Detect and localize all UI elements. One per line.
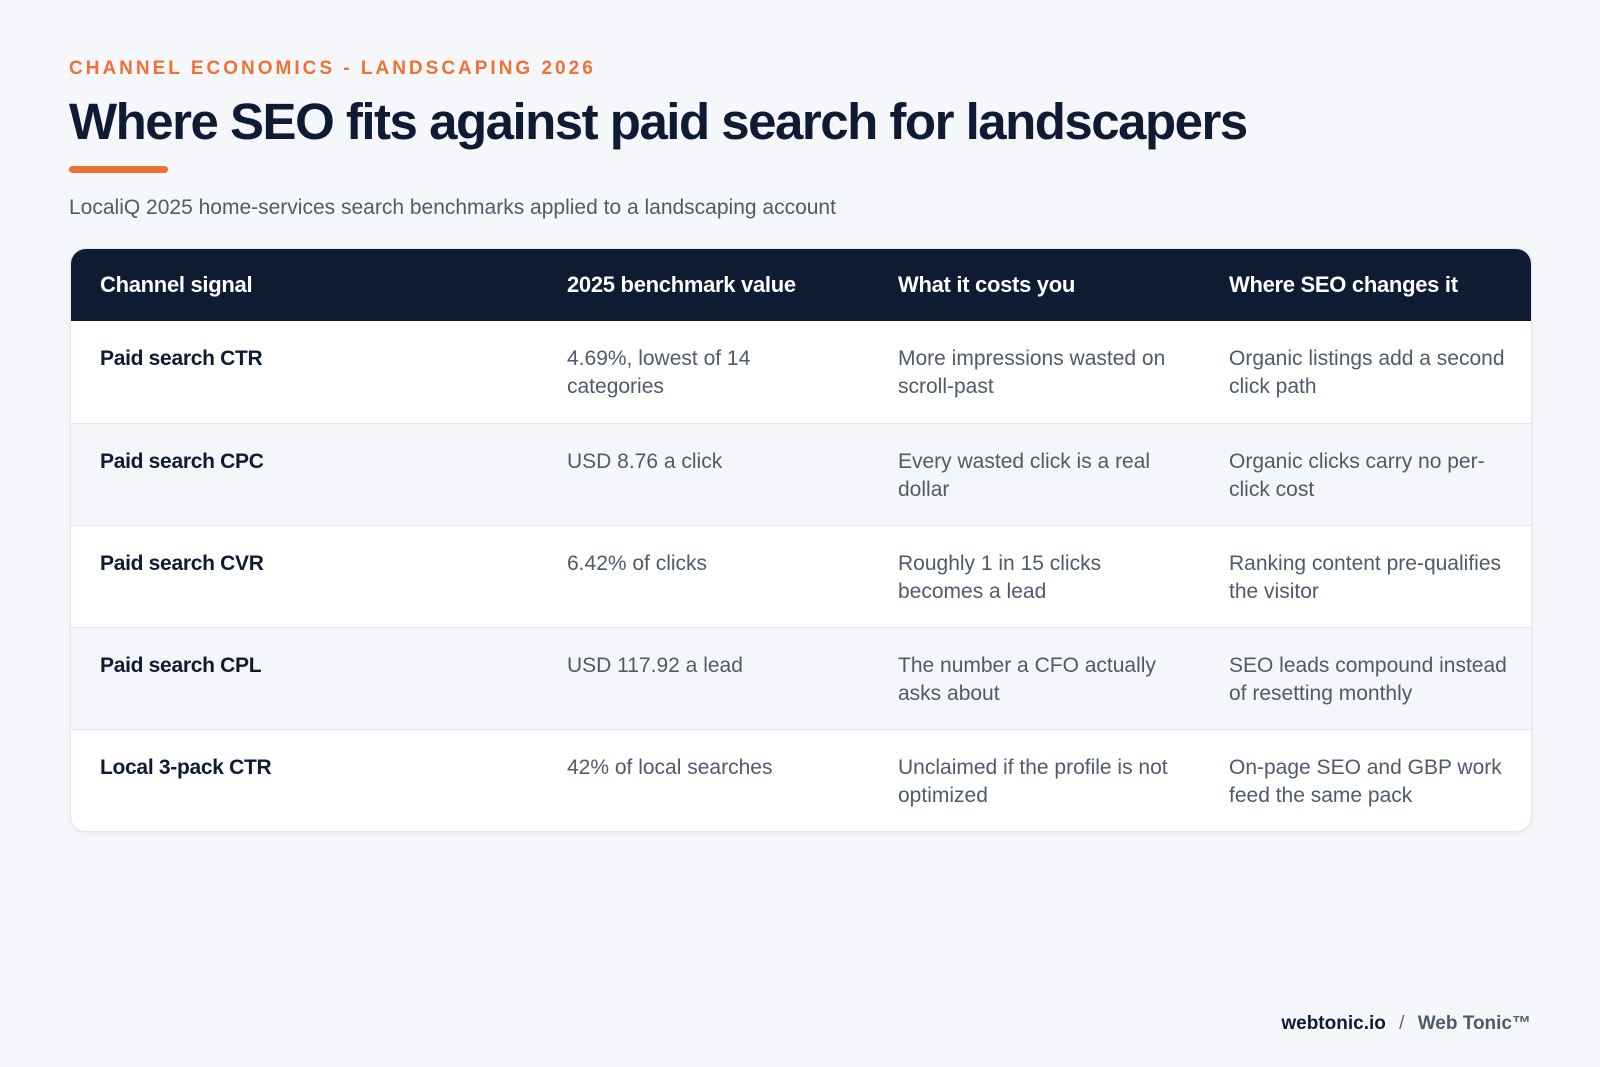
footer-brand: Web Tonic™ (1417, 1013, 1531, 1034)
table-row: Paid search CPC USD 8.76 a click Every w… (71, 423, 1531, 525)
title-accent-bar (69, 166, 168, 173)
benchmark-table: Channel signal 2025 benchmark value What… (70, 248, 1532, 832)
row-channel-signal: Paid search CVR (100, 552, 264, 575)
row-seo-impact: On-page SEO and GBP work feed the same p… (1229, 756, 1502, 807)
table-row: Paid search CPL USD 117.92 a lead The nu… (71, 627, 1531, 729)
row-benchmark-value: 42% of local searches (567, 756, 773, 779)
row-seo-impact: SEO leads compound instead of resetting … (1229, 654, 1507, 705)
table-row: Paid search CTR 4.69%, lowest of 14 cate… (71, 321, 1531, 423)
row-channel-signal: Local 3-pack CTR (100, 756, 272, 779)
column-header-benchmark-value: 2025 benchmark value (567, 272, 796, 297)
column-header-channel-signal: Channel signal (100, 272, 253, 297)
row-cost: Every wasted click is a real dollar (898, 450, 1151, 501)
row-channel-signal: Paid search CPL (100, 654, 262, 677)
eyebrow-label: CHANNEL ECONOMICS - LANDSCAPING 2026 (69, 58, 596, 79)
row-channel-signal: Paid search CTR (100, 347, 263, 370)
table-row: Paid search CVR 6.42% of clicks Roughly … (71, 525, 1531, 627)
table-row: Local 3-pack CTR 42% of local searches U… (71, 729, 1531, 831)
footer-domain-link[interactable]: webtonic.io (1281, 1013, 1386, 1034)
row-benchmark-value: 4.69%, lowest of 14 categories (567, 347, 751, 398)
page-title: Where SEO fits against paid search for l… (69, 93, 1248, 150)
column-header-cost: What it costs you (898, 272, 1076, 297)
row-benchmark-value: USD 8.76 a click (567, 450, 723, 473)
row-cost: The number a CFO actually asks about (898, 654, 1156, 705)
row-cost: Unclaimed if the profile is not optimize… (898, 756, 1168, 807)
table-header-row: Channel signal 2025 benchmark value What… (71, 249, 1531, 321)
footer-separator: / (1399, 1013, 1405, 1034)
row-cost: More impressions wasted on scroll-past (898, 347, 1166, 398)
column-header-seo-impact: Where SEO changes it (1229, 272, 1458, 297)
row-benchmark-value: USD 117.92 a lead (567, 654, 743, 677)
row-seo-impact: Organic listings add a second click path (1229, 347, 1505, 398)
row-cost: Roughly 1 in 15 clicks becomes a lead (898, 552, 1102, 603)
row-seo-impact: Ranking content pre-qualifies the visito… (1229, 552, 1501, 603)
row-benchmark-value: 6.42% of clicks (567, 552, 708, 575)
row-channel-signal: Paid search CPC (100, 450, 264, 473)
page-subtitle: LocaliQ 2025 home-services search benchm… (69, 196, 836, 219)
row-seo-impact: Organic clicks carry no per-click cost (1229, 450, 1485, 501)
footer-credit: webtonic.io / Web Tonic™ (1281, 1013, 1531, 1035)
